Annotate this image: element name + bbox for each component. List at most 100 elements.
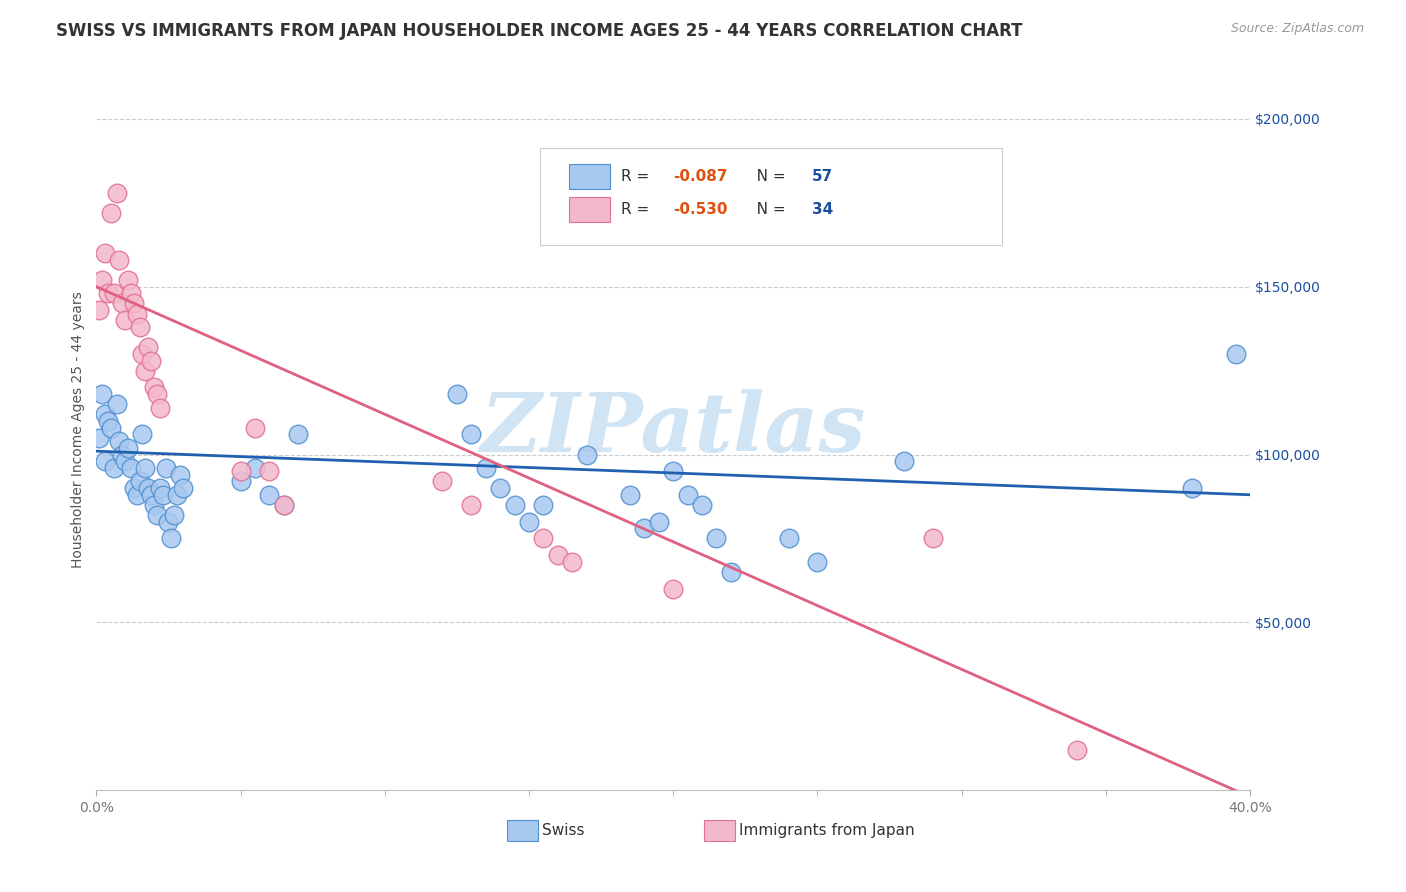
Point [103, 461, 125, 475]
Point [89, 431, 111, 445]
Point [141, 488, 163, 502]
Point [662, 582, 685, 596]
FancyBboxPatch shape [569, 196, 610, 222]
Point [517, 515, 540, 529]
Point [1181, 481, 1204, 495]
Point [108, 252, 131, 267]
Text: -0.087: -0.087 [673, 169, 728, 185]
Point [561, 555, 583, 569]
Point [619, 488, 641, 502]
Point [122, 481, 145, 495]
Point [432, 475, 454, 489]
Point [706, 532, 728, 546]
Point [100, 420, 122, 434]
Point [547, 548, 569, 562]
Point [105, 397, 128, 411]
Point [259, 464, 281, 478]
Point [136, 340, 159, 354]
Point [114, 313, 136, 327]
Point [120, 461, 142, 475]
Point [460, 498, 482, 512]
Point [662, 464, 685, 478]
Point [474, 461, 496, 475]
Point [134, 461, 156, 475]
Point [91, 273, 114, 287]
Point [720, 565, 742, 579]
Point [94, 454, 117, 468]
Point [136, 481, 159, 495]
Point [676, 488, 699, 502]
Point [921, 532, 943, 546]
Point [97, 286, 120, 301]
FancyBboxPatch shape [569, 164, 610, 189]
Text: 34: 34 [811, 202, 832, 217]
Point [89, 303, 111, 318]
Text: -0.530: -0.530 [673, 202, 728, 217]
Point [146, 508, 169, 522]
Text: Immigrants from Japan: Immigrants from Japan [740, 822, 915, 838]
Point [117, 441, 139, 455]
Point [155, 461, 177, 475]
Point [160, 532, 183, 546]
Point [778, 532, 800, 546]
Point [143, 498, 166, 512]
Point [893, 454, 915, 468]
Point [94, 407, 117, 421]
Point [1066, 743, 1088, 757]
FancyBboxPatch shape [540, 148, 1002, 245]
Point [131, 347, 153, 361]
Point [157, 515, 180, 529]
Point [103, 286, 125, 301]
Text: Swiss: Swiss [543, 822, 585, 838]
Point [531, 498, 554, 512]
Point [122, 296, 145, 310]
Point [149, 401, 172, 415]
Point [125, 306, 148, 320]
Point [128, 475, 150, 489]
Point [243, 461, 266, 475]
Point [134, 363, 156, 377]
Text: SWISS VS IMMIGRANTS FROM JAPAN HOUSEHOLDER INCOME AGES 25 - 44 YEARS CORRELATION: SWISS VS IMMIGRANTS FROM JAPAN HOUSEHOLD… [56, 22, 1022, 40]
Text: 57: 57 [811, 169, 832, 185]
Point [169, 467, 191, 482]
Point [120, 286, 142, 301]
Text: ZIPatlas: ZIPatlas [481, 389, 866, 469]
Point [259, 488, 281, 502]
Point [163, 508, 186, 522]
Point [243, 420, 266, 434]
Point [111, 296, 134, 310]
Point [489, 481, 512, 495]
Point [125, 488, 148, 502]
Point [105, 186, 128, 200]
Point [94, 246, 117, 260]
Point [690, 498, 713, 512]
Point [633, 521, 655, 535]
Point [111, 448, 134, 462]
Point [287, 427, 309, 442]
Text: N =: N = [742, 202, 790, 217]
Point [146, 387, 169, 401]
Text: R =: R = [621, 202, 654, 217]
Text: N =: N = [742, 169, 790, 185]
Point [114, 454, 136, 468]
Point [1225, 347, 1247, 361]
Point [100, 206, 122, 220]
Text: R =: R = [621, 169, 654, 185]
Point [531, 532, 554, 546]
Point [91, 387, 114, 401]
Point [575, 448, 598, 462]
Point [273, 498, 295, 512]
Point [149, 481, 172, 495]
Point [97, 414, 120, 428]
Point [152, 488, 174, 502]
Point [172, 481, 194, 495]
Point [108, 434, 131, 448]
Point [131, 427, 153, 442]
Point [229, 475, 252, 489]
Point [503, 498, 526, 512]
Point [141, 353, 163, 368]
Point [648, 515, 671, 529]
Point [143, 380, 166, 394]
Point [446, 387, 468, 401]
Y-axis label: Householder Income Ages 25 - 44 years: Householder Income Ages 25 - 44 years [72, 291, 86, 567]
